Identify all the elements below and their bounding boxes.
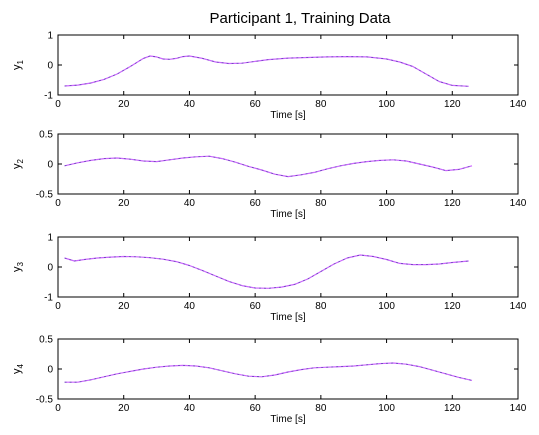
series-line-1-overlay	[64, 155, 473, 178]
y-axis-label-subscript: 4	[16, 363, 25, 368]
x-tick-label: 20	[118, 198, 130, 209]
y-axis-label-base: y	[11, 64, 23, 70]
y-axis-label-base: y	[11, 266, 23, 272]
plot-area	[57, 338, 519, 400]
x-tick-label: 140	[510, 198, 527, 209]
x-axis-label: Time [s]	[270, 414, 305, 425]
y-tick-label: 0.5	[39, 335, 53, 346]
x-tick-label: 40	[184, 301, 196, 312]
x-tick-label: 60	[250, 99, 262, 110]
x-tick-label: 60	[250, 403, 262, 414]
y-tick-label: -0.5	[36, 395, 54, 406]
x-tick-label: 120	[444, 198, 461, 209]
y-tick-label: 0	[47, 160, 53, 171]
x-axis-label: Time [s]	[270, 110, 305, 121]
x-axis-label: Time [s]	[270, 312, 305, 323]
x-axis-label: Time [s]	[270, 209, 305, 220]
x-tick-label: 20	[118, 403, 130, 414]
y-tick-label: 1	[47, 31, 53, 42]
x-tick-label: 80	[315, 301, 327, 312]
series-line-1-overlay	[64, 55, 469, 87]
y-axis-label: y1	[11, 59, 25, 70]
y-axis-label-subscript: 2	[16, 158, 25, 163]
y-axis-label-base: y	[11, 368, 23, 374]
x-tick-label: 40	[184, 198, 196, 209]
x-tick-label: 100	[378, 403, 395, 414]
x-tick-label: 80	[315, 198, 327, 209]
x-tick-label: 0	[55, 403, 61, 414]
y-tick-label: 0	[47, 263, 53, 274]
y-tick-label: 0	[47, 61, 53, 72]
x-tick-label: 80	[315, 403, 327, 414]
y-tick-label: 1	[47, 233, 53, 244]
y-tick-label: -0.5	[36, 190, 54, 201]
x-tick-label: 40	[184, 99, 196, 110]
x-tick-label: 60	[250, 198, 262, 209]
x-tick-label: 100	[378, 198, 395, 209]
series-line-1-overlay	[64, 254, 469, 289]
plot-area	[57, 133, 519, 195]
x-tick-label: 20	[118, 99, 130, 110]
series-line-1-overlay	[64, 362, 473, 383]
y-tick-label: -1	[44, 293, 53, 304]
x-tick-label: 0	[55, 301, 61, 312]
y-axis-label: y3	[11, 261, 25, 272]
x-tick-label: 140	[510, 99, 527, 110]
x-tick-label: 140	[510, 403, 527, 414]
x-tick-label: 60	[250, 301, 262, 312]
y-axis-label: y4	[11, 363, 25, 374]
y-tick-label: 0.5	[39, 130, 53, 141]
y-tick-label: 0	[47, 365, 53, 376]
x-tick-label: 100	[378, 301, 395, 312]
x-tick-label: 120	[444, 99, 461, 110]
plot-area	[57, 236, 519, 298]
y-tick-label: -1	[44, 91, 53, 102]
plot-area	[57, 34, 519, 96]
x-tick-label: 120	[444, 403, 461, 414]
x-tick-label: 100	[378, 99, 395, 110]
x-tick-label: 140	[510, 301, 527, 312]
y-axis-label-base: y	[11, 163, 23, 169]
x-tick-label: 20	[118, 301, 130, 312]
y-axis-label-subscript: 1	[16, 59, 25, 64]
y-axis-label-subscript: 3	[16, 261, 25, 266]
x-tick-label: 120	[444, 301, 461, 312]
x-tick-label: 0	[55, 99, 61, 110]
x-tick-label: 0	[55, 198, 61, 209]
x-tick-label: 80	[315, 99, 327, 110]
y-axis-label: y2	[11, 158, 25, 169]
figure-title: Participant 1, Training Data	[210, 10, 392, 27]
x-tick-label: 40	[184, 403, 196, 414]
